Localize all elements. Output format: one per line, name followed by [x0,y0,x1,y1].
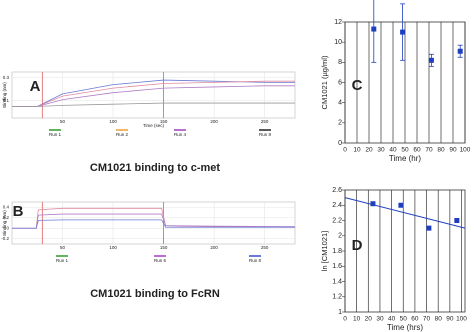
y-tick-label: 4 [338,100,342,107]
x-tick-label: 70 [425,147,433,154]
panel-title: CM1021 binding to FcRN [90,288,220,300]
y-axis-label: ln [CM1021] [320,231,329,271]
panel-label: B [13,203,24,220]
x-tick-label: 150 [160,245,168,250]
panel-title: CM1021 binding to c-met [90,162,221,174]
y-tick-label: 0.1 [3,98,10,103]
panel-label: D [352,237,363,254]
run-label: Run 2 [116,132,129,137]
x-tick-label: 80 [435,316,443,323]
trend-line [344,197,466,229]
run-label: Run 1 [56,258,69,263]
y-tick-label: 8 [338,59,342,66]
x-tick-label: 0 [343,316,347,323]
x-tick-label: 200 [210,245,218,250]
x-tick-label: 50 [401,147,409,154]
x-axis-label: Time (sec) [143,123,165,128]
plot-frame [11,71,296,119]
y-tick-label: 12 [334,19,342,26]
x-tick-label: 30 [377,147,385,154]
x-tick-label: 100 [460,147,471,154]
y-tick-label: 2 [338,233,342,240]
x-tick-label: 20 [365,147,373,154]
run-label: Run 8 [259,132,272,137]
y-tick-label: -0.2 [1,236,9,241]
x-tick-label: 60 [413,147,421,154]
y-tick-label: 0 [6,225,9,230]
data-point [426,225,432,231]
data-point [454,218,460,223]
x-tick-label: 40 [389,147,397,154]
x-tick-label: 80 [437,147,445,154]
panel-label: C [352,77,363,94]
y-tick-label: 2.2 [332,217,342,224]
plot-frame [344,189,466,313]
x-tick-label: 10 [353,316,361,323]
y-tick-label: 1.8 [332,248,342,255]
run-label: Run 1 [49,132,62,137]
sensor-curve [12,102,295,107]
y-tick-label: 0.4 [3,204,10,209]
x-tick-label: 200 [210,119,218,124]
y-axis-label: Binding (nm) [2,210,7,236]
x-axis-label: Time (hr) [389,154,421,163]
sensor-curve [12,219,295,229]
x-tick-label: 90 [449,147,457,154]
x-tick-label: 10 [353,147,361,154]
x-tick-label: 20 [365,316,373,323]
x-tick-label: 90 [446,316,454,323]
x-tick-label: 100 [109,245,117,250]
data-point [370,201,376,207]
y-tick-label: 0 [338,140,342,147]
y-tick-label: 1.4 [332,278,342,285]
y-tick-label: 1 [338,309,342,316]
x-tick-label: 50 [60,245,66,250]
run-label: Run 6 [154,258,167,263]
x-tick-label: 100 [456,316,467,323]
x-tick-label: 30 [376,316,384,323]
y-tick-label: 2 [338,120,342,127]
x-tick-label: 100 [109,119,117,124]
x-tick-label: 50 [60,119,66,124]
x-axis-label: Time (hrs) [387,323,423,332]
panel-label: A [30,78,41,95]
y-tick-label: 1.6 [332,263,342,270]
x-tick-label: 150 [160,119,168,124]
y-tick-label: 6 [338,79,342,86]
x-tick-label: 70 [423,316,431,323]
y-axis-label: Binding (nm) [2,82,7,108]
data-point [371,26,377,32]
plot-frame [11,201,296,245]
y-tick-label: 2.4 [332,202,342,209]
y-tick-label: 0.2 [3,215,10,220]
y-axis-label: CM1021 (µg/ml) [320,55,329,109]
x-tick-label: 40 [388,316,396,323]
x-tick-label: 250 [261,119,269,124]
data-point [400,29,406,35]
data-point [428,57,434,63]
x-tick-label: 0 [343,147,347,154]
y-tick-label: 1.2 [332,294,342,301]
sensor-curve [12,85,295,107]
run-label: Run 4 [174,132,187,137]
y-tick-label: 10 [334,39,342,46]
y-tick-label: 2.6 [332,187,342,194]
x-tick-label: 250 [261,245,269,250]
run-label: Run 8 [249,258,262,263]
sensor-curve [12,80,295,107]
data-point [457,48,463,54]
x-tick-label: 60 [411,316,419,323]
data-point [398,202,404,208]
x-tick-label: 50 [400,316,408,323]
y-tick-label: 0.3 [3,75,10,80]
